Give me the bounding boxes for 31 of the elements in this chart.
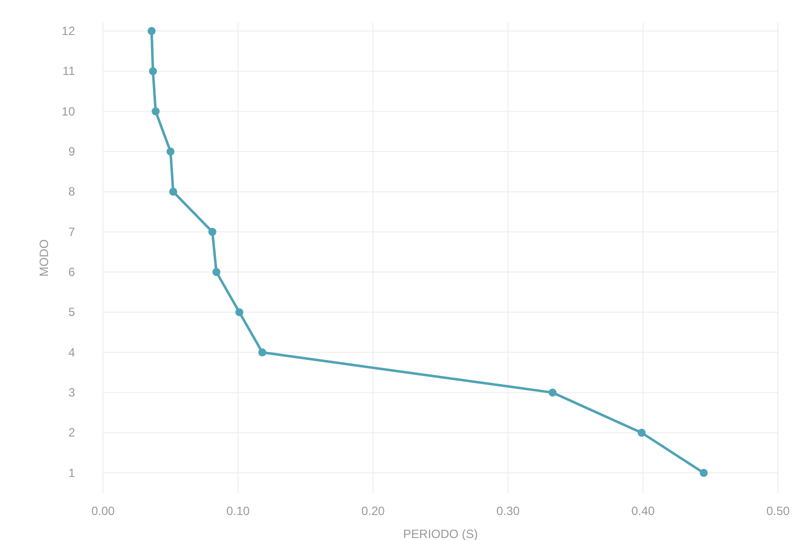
- x-tick-label: 0.20: [361, 504, 385, 518]
- point: [638, 428, 646, 437]
- y-tick-label: 3: [68, 386, 76, 400]
- point: [208, 228, 216, 236]
- point: [166, 148, 174, 156]
- x-tick-label: 0.00: [91, 504, 115, 518]
- point: [700, 468, 708, 477]
- point: [148, 67, 157, 76]
- x-tick-label: 0.40: [631, 504, 655, 518]
- x-tick-label: 0.10: [226, 504, 250, 518]
- point: [212, 268, 220, 276]
- point: [235, 308, 244, 316]
- y-axis-title: MODO: [37, 239, 51, 277]
- point: [152, 107, 160, 116]
- point: [258, 348, 266, 356]
- y-tick-label: 4: [68, 345, 76, 360]
- x-tick-label: 0.30: [496, 504, 520, 518]
- y-tick-label: 7: [68, 224, 76, 239]
- y-tick-label: 5: [68, 305, 76, 320]
- y-tick-label: 11: [62, 64, 76, 78]
- y-tick-label: 9: [68, 144, 76, 159]
- y-tick-label: 6: [68, 265, 76, 280]
- y-tick-label: 8: [68, 184, 76, 199]
- point: [148, 27, 156, 36]
- y-tick-label: 2: [68, 426, 76, 440]
- point: [548, 388, 557, 397]
- y-tick-label: 1: [68, 466, 76, 480]
- y-tick-label: 10: [62, 104, 76, 118]
- y-tick-label: 12: [62, 24, 76, 38]
- point: [169, 188, 178, 196]
- x-tick-label: 0.50: [766, 504, 790, 518]
